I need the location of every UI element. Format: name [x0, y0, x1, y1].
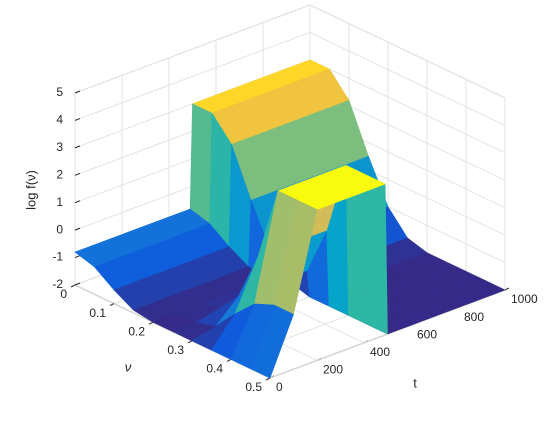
- surface-patch: [250, 304, 294, 379]
- y-tick-label: 0.2: [128, 324, 145, 338]
- y-tick-label: 0: [60, 287, 67, 301]
- label-layer: log f(ν) ν t 0 200 400 600 800 1000 0 0.1 0.2 0.3…: [23, 85, 538, 394]
- z-tick-label: 0: [56, 222, 63, 236]
- grid-line: [309, 59, 506, 154]
- x-tick-label: 200: [323, 363, 343, 377]
- z-tick: [74, 200, 81, 204]
- z-tick: [74, 255, 81, 259]
- x-tick-label: 1000: [511, 292, 538, 306]
- y-tick-label: 0.3: [167, 343, 184, 357]
- z-tick: [74, 90, 81, 94]
- z-tick-label: -2: [52, 277, 63, 291]
- surface-patch: [189, 103, 213, 225]
- y-tick: [70, 284, 76, 288]
- y-tick-label: 0.4: [206, 362, 223, 376]
- surface-layer: [74, 59, 506, 379]
- grid-line: [74, 4, 311, 94]
- z-tick-label: 1: [56, 195, 63, 209]
- x-tick-label: 600: [417, 327, 437, 341]
- z-tick-label: 5: [56, 85, 63, 99]
- z-tick: [74, 282, 81, 286]
- y-tick-label: 0.5: [245, 380, 262, 394]
- y-tick-label: 0.1: [89, 306, 106, 320]
- z-tick: [74, 117, 81, 121]
- grid-line: [74, 31, 311, 121]
- z-tick-label: -1: [52, 250, 63, 264]
- grid-line: [309, 4, 506, 99]
- y-tick: [187, 340, 193, 344]
- z-tick-label: 4: [56, 113, 63, 127]
- z-tick: [74, 145, 81, 149]
- z-tick: [74, 227, 81, 231]
- x-tick-label: 400: [370, 345, 390, 359]
- y-tick: [148, 321, 154, 325]
- surface-patch: [365, 174, 388, 335]
- y-axis-label: ν: [125, 359, 132, 374]
- z-tick-label: 2: [56, 167, 63, 181]
- z-axis-label: log f(ν): [23, 170, 38, 210]
- grid-line: [309, 31, 506, 126]
- z-tick-label: 3: [56, 140, 63, 154]
- x-tick-label: 800: [464, 310, 484, 324]
- x-tick: [504, 287, 510, 291]
- x-tick-label: 0: [276, 380, 283, 394]
- y-tick: [226, 358, 232, 362]
- y-tick: [265, 377, 271, 381]
- z-tick: [74, 172, 81, 176]
- x-axis-label: t: [413, 375, 417, 390]
- y-tick: [109, 303, 115, 307]
